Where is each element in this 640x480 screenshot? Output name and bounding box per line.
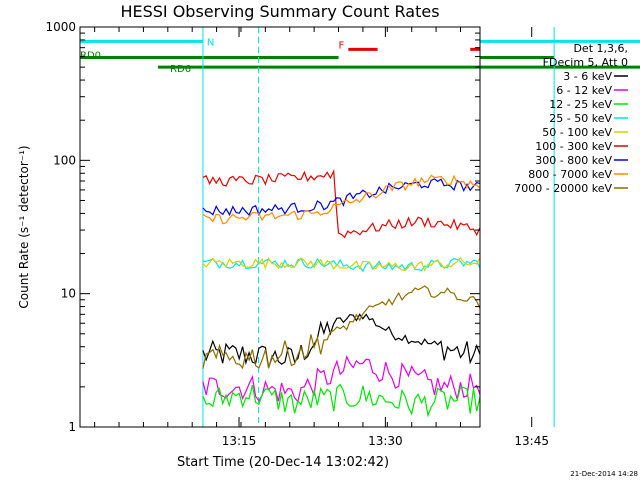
series-line — [202, 257, 480, 273]
x-tick-label: 13:30 — [368, 434, 403, 448]
series-line — [202, 257, 480, 272]
flag-label: F — [339, 40, 345, 51]
series-line — [202, 285, 480, 370]
data-series — [202, 168, 480, 418]
y-tick-label: 1000 — [45, 20, 76, 34]
series-line — [202, 383, 480, 418]
legend-entry-label: 7000 - 20000 keV — [514, 182, 612, 195]
legend-entry-label: 50 - 100 keV — [542, 126, 612, 139]
legend-header-line-2: FDecim 5, Att 0 — [543, 56, 628, 69]
series-line — [202, 168, 480, 239]
legend-header-line-1: Det 1,3,6, — [573, 42, 628, 55]
plot-frame — [79, 26, 481, 428]
y-axis-label: Count Rate (s⁻¹ detector⁻¹) — [17, 145, 31, 308]
timestamp: 21-Dec-2014 14:28 — [570, 470, 638, 478]
series-line — [202, 313, 480, 368]
flag-label: RD6 — [170, 64, 191, 75]
legend-entry-label: 300 - 800 keV — [535, 154, 612, 167]
chart-title: HESSI Observing Summary Count Rates — [120, 2, 439, 21]
legend-entry-label: 100 - 300 keV — [535, 140, 612, 153]
x-tick-label: 13:45 — [514, 434, 549, 448]
series-line — [202, 174, 480, 225]
y-tick-label: 100 — [53, 153, 76, 167]
x-tick-label: 13:15 — [222, 434, 257, 448]
legend-entry-label: 800 - 7000 keV — [528, 168, 612, 181]
legend-entry-label: 25 - 50 keV — [549, 112, 612, 125]
legend-entry-label: 6 - 12 keV — [556, 84, 612, 97]
series-line — [202, 354, 480, 403]
flag-label: N — [207, 37, 214, 48]
vertical-markers — [202, 27, 555, 427]
x-axis-label: Start Time (20-Dec-14 13:02:42) — [177, 455, 389, 470]
y-tick-label: 1 — [68, 420, 76, 434]
y-tick-label: 10 — [61, 287, 76, 301]
legend-entry-label: 3 - 6 keV — [563, 70, 612, 83]
legend-entry-label: 12 - 25 keV — [549, 98, 612, 111]
flag-bars: N F RD0 RD6 — [80, 37, 640, 75]
y-axis: 1 10 100 1000 — [45, 20, 480, 434]
flag-label: RD0 — [80, 51, 101, 62]
